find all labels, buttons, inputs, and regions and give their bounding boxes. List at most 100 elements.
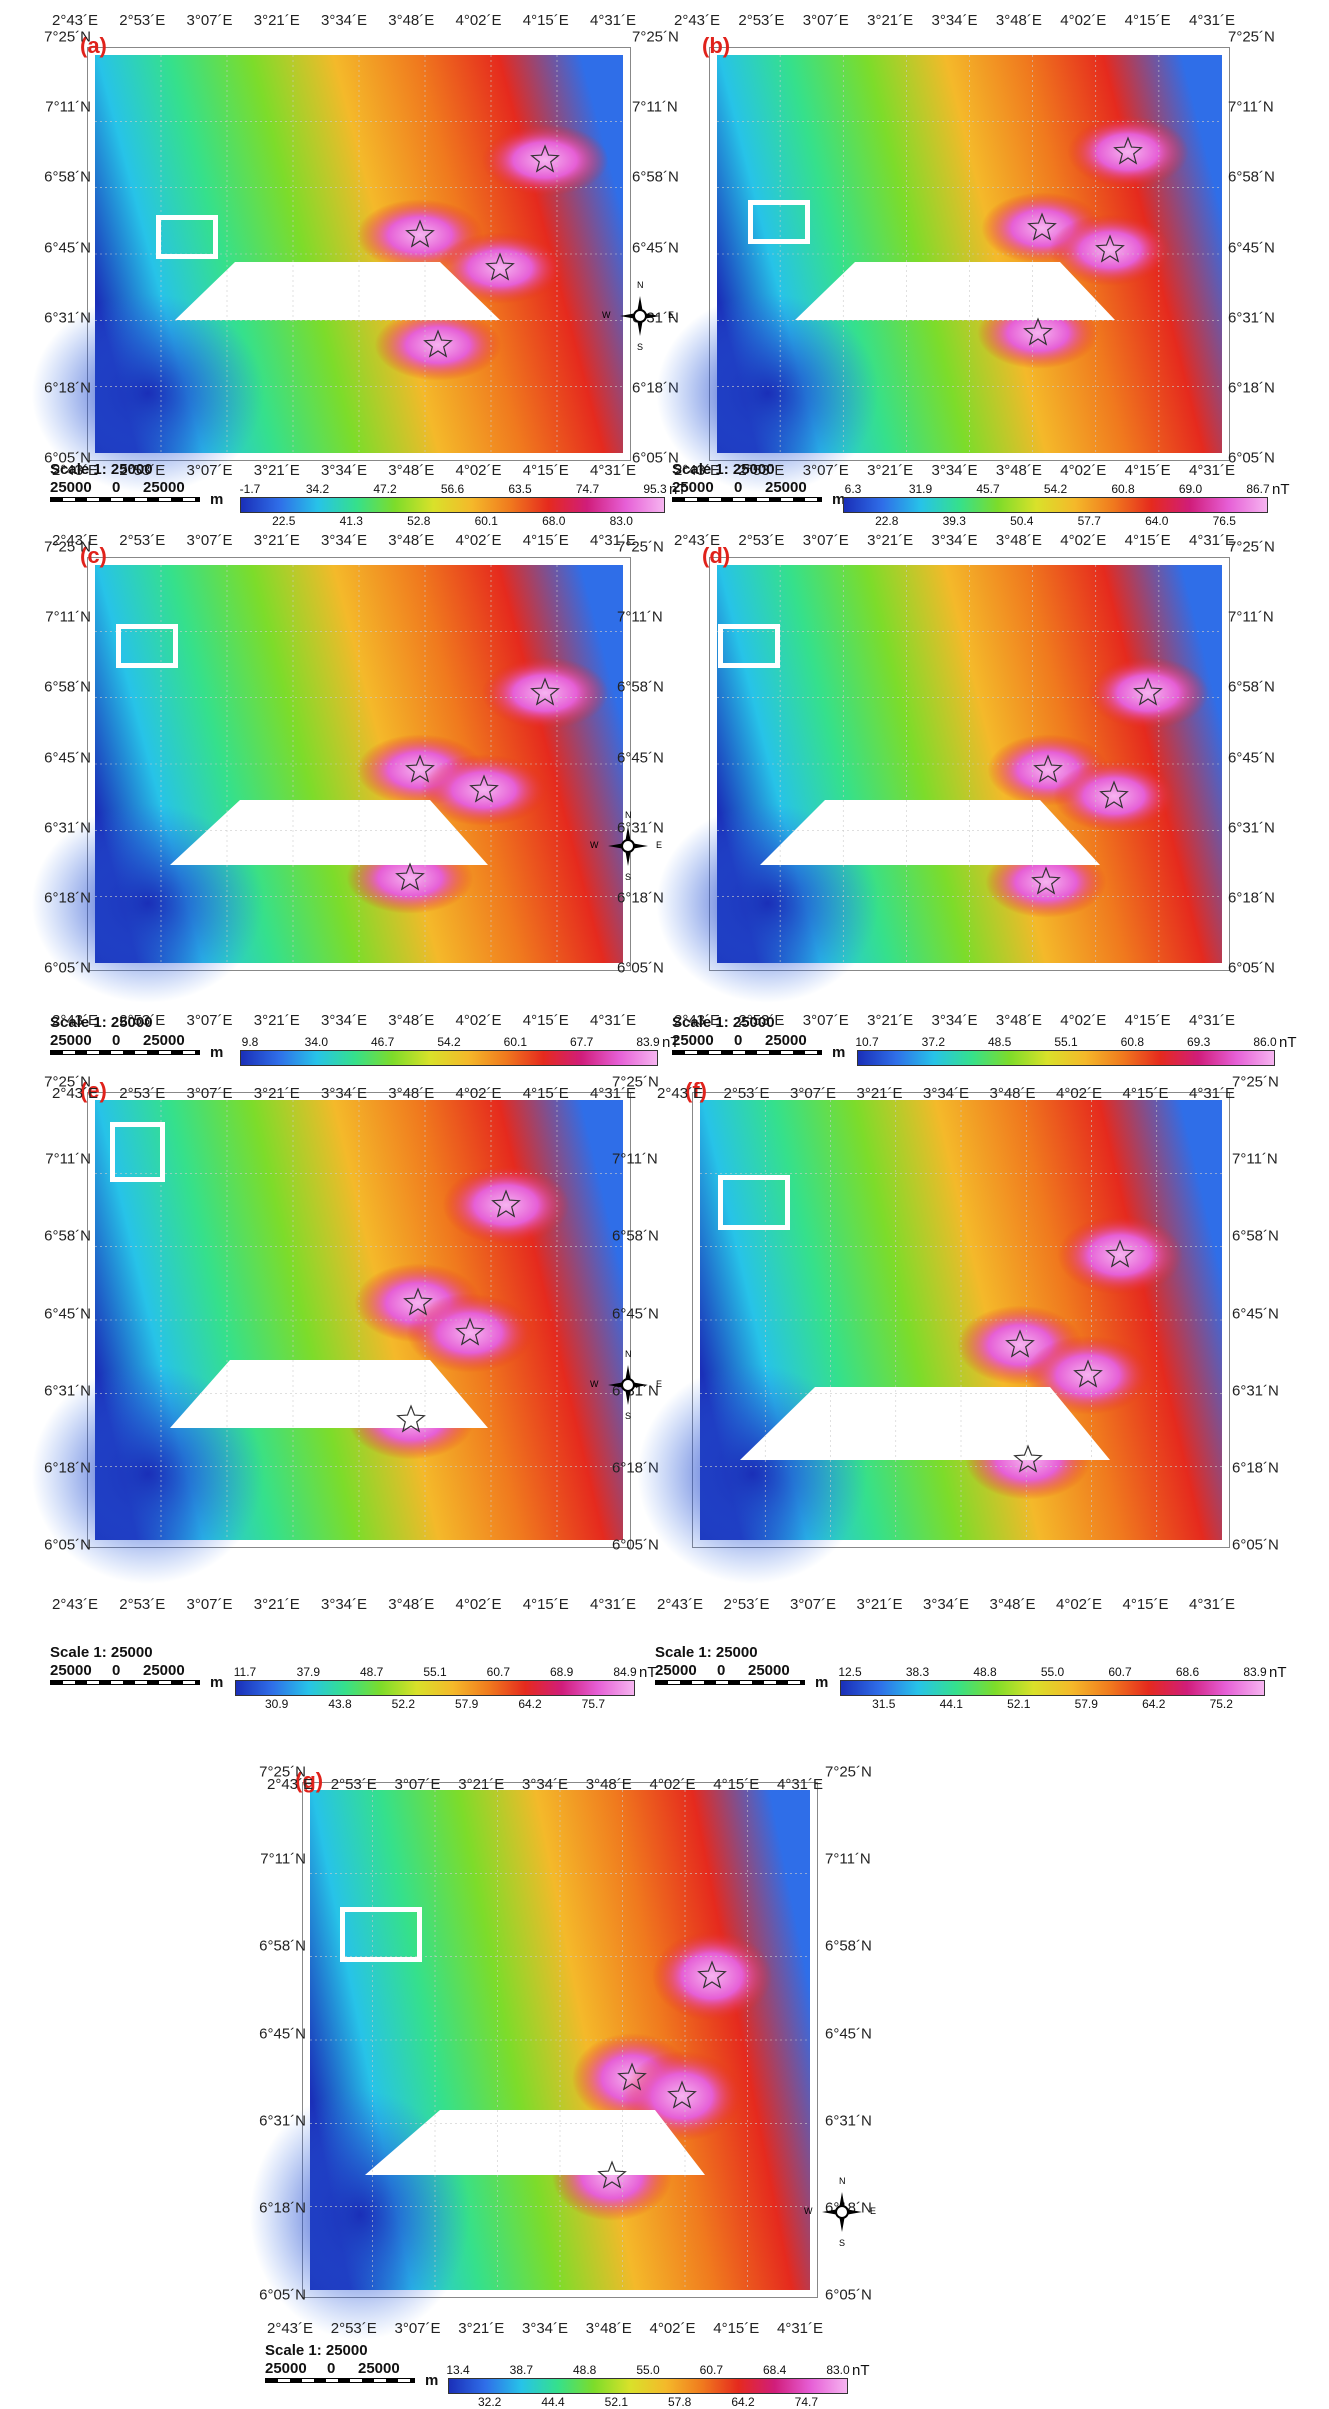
- longitude-tick-top: 4°15´E: [713, 1776, 760, 1793]
- scale-left-label: 25000: [672, 1032, 714, 1049]
- longitude-tick-bottom: 3°48´E: [995, 1012, 1042, 1029]
- longitude-tick-top: 2°53´E: [119, 532, 166, 549]
- colorbar-tick-top: 45.7: [976, 482, 1000, 496]
- colorbar-tick-top: 48.8: [572, 2363, 597, 2377]
- no-data-area: [795, 262, 1115, 320]
- longitude-tick-bottom: 2°43´E: [656, 1596, 704, 1613]
- scale-bar: [672, 497, 822, 502]
- magnetic-anomaly-map: [31, 565, 623, 1003]
- colorbar-unit: nT: [669, 481, 687, 498]
- colorbar-tick-top: 60.7: [486, 1665, 511, 1679]
- no-data-area: [365, 2110, 705, 2175]
- longitude-tick-top: 4°02´E: [649, 1776, 696, 1793]
- latitude-tick-left: 6°31´N: [44, 819, 91, 837]
- longitude-tick-bottom: 4°02´E: [455, 1596, 502, 1613]
- latitude-tick-right: 6°05´N: [1228, 959, 1275, 977]
- longitude-tick-bottom: 3°34´E: [320, 462, 368, 479]
- longitude-tick-bottom: 2°53´E: [119, 462, 166, 479]
- colorbar-tick-bottom: 30.9: [264, 1697, 289, 1711]
- colorbar-tick-top: 55.0: [636, 2363, 660, 2377]
- longitude-tick-top: 3°07´E: [186, 1085, 233, 1102]
- compass-s-label: S: [637, 342, 644, 352]
- longitude-tick-bottom: 2°43´E: [51, 1596, 99, 1613]
- longitude-tick-top: 4°02´E: [455, 1085, 502, 1102]
- compass-e-label: E: [656, 1379, 663, 1389]
- colorbar-tick-top: 60.1: [503, 1035, 528, 1049]
- longitude-tick-top: 2°43´E: [673, 532, 721, 549]
- longitude-tick-top: 3°48´E: [995, 532, 1042, 549]
- latitude-tick-right: 6°18´N: [1232, 1459, 1279, 1477]
- longitude-tick-bottom: 4°15´E: [1122, 1596, 1169, 1613]
- star-marker: [597, 2160, 627, 2189]
- colorbar-tick-top: 47.2: [373, 482, 397, 496]
- longitude-tick-top: 3°21´E: [867, 532, 914, 549]
- latitude-tick-left: 6°58´N: [44, 168, 91, 186]
- longitude-tick-bottom: 4°15´E: [713, 2320, 760, 2337]
- highlight-box: [718, 1175, 790, 1230]
- longitude-tick-top: 3°34´E: [931, 12, 978, 29]
- compass-e-label: E: [668, 310, 675, 320]
- colorbar-tick-top: 68.6: [1175, 1665, 1200, 1679]
- longitude-tick-bottom: 4°02´E: [1055, 1596, 1103, 1613]
- colorbar-tick-bottom: 22.5: [272, 514, 296, 528]
- colorbar-tick-top: 67.7: [569, 1035, 594, 1049]
- longitude-tick-top: 4°15´E: [522, 532, 569, 549]
- colorbar-tick-top: 48.7: [359, 1665, 384, 1679]
- colorbar-tick-top: 9.8: [241, 1035, 259, 1049]
- compass-n-label: N: [637, 280, 644, 290]
- colorbar-tick-bottom: 57.9: [1074, 1697, 1098, 1711]
- highlight-box: [116, 624, 178, 668]
- longitude-tick-top: 4°15´E: [1122, 1085, 1169, 1102]
- latitude-tick-right: 6°58´N: [612, 1227, 659, 1245]
- colorbar-tick-bottom: 74.7: [794, 2395, 819, 2409]
- longitude-tick-top: 4°15´E: [522, 12, 569, 29]
- longitude-tick-top: 2°53´E: [119, 12, 166, 29]
- compass-s-label: S: [625, 872, 632, 882]
- longitude-tick-top: 2°43´E: [51, 1085, 99, 1102]
- latitude-tick-right: 6°05´N: [1232, 1536, 1279, 1554]
- longitude-tick-bottom: 2°53´E: [119, 1596, 166, 1613]
- scale-bar: [672, 1050, 822, 1055]
- scale-mid-label: 0: [112, 1032, 121, 1049]
- panel-label: (b): [702, 33, 731, 58]
- star-marker: [530, 144, 560, 173]
- colorbar-tick-top: 69.0: [1178, 482, 1203, 496]
- anomaly-high: [1087, 657, 1209, 729]
- compass-n-label: N: [625, 1349, 632, 1359]
- colorbar-tick-top: 83.9: [1243, 1665, 1267, 1679]
- scale-values: 25000 0 25000 m: [672, 479, 845, 508]
- scale-left-label: 25000: [265, 2360, 307, 2377]
- longitude-tick-top: 2°43´E: [266, 1776, 314, 1793]
- colorbar-tick-bottom: 52.1: [1007, 1697, 1031, 1711]
- longitude-tick-bottom: 4°15´E: [522, 462, 569, 479]
- longitude-tick-bottom: 4°31´E: [589, 1012, 637, 1029]
- latitude-tick-right: 7°25´N: [612, 1073, 659, 1091]
- longitude-tick-top: 3°07´E: [802, 532, 849, 549]
- star-marker: [1031, 866, 1061, 895]
- longitude-tick-top: 4°15´E: [1124, 532, 1171, 549]
- star-marker: [1027, 212, 1057, 241]
- longitude-tick-bottom: 4°02´E: [1060, 462, 1107, 479]
- latitude-tick-right: 6°05´N: [617, 959, 664, 977]
- colorbar-tick-bottom: 64.2: [518, 1697, 542, 1711]
- scale-bar: [655, 1680, 805, 1685]
- longitude-tick-bottom: 4°02´E: [455, 462, 502, 479]
- latitude-tick-left: 7°11´N: [260, 1850, 306, 1868]
- star-marker: [1099, 780, 1129, 809]
- longitude-tick-top: 3°34´E: [320, 532, 368, 549]
- latitude-tick-right: 6°45´N: [1228, 239, 1275, 256]
- longitude-tick-bottom: 3°34´E: [931, 1012, 978, 1029]
- colorbar-tick-bottom: 64.2: [1142, 1697, 1166, 1711]
- longitude-tick-bottom: 2°43´E: [266, 2320, 314, 2337]
- latitude-tick-right: 7°25´N: [1232, 1073, 1279, 1091]
- colorbar: [240, 497, 665, 513]
- scale-bar: [50, 497, 200, 502]
- colorbar-tick-top: 68.4: [762, 2363, 787, 2377]
- compass-e-label: E: [870, 2206, 877, 2216]
- colorbar-tick-top: 54.2: [1043, 482, 1068, 496]
- latitude-tick-right: 7°11´N: [632, 98, 678, 116]
- star-marker: [405, 219, 435, 248]
- colorbar-tick-top: 48.5: [987, 1035, 1012, 1049]
- colorbar-tick-bottom: 57.9: [454, 1697, 479, 1711]
- anomaly-high: [481, 124, 609, 196]
